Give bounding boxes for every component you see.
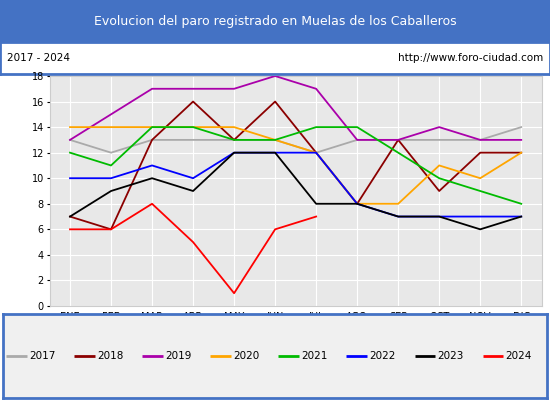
Text: 2020: 2020: [234, 351, 260, 361]
Text: 2019: 2019: [166, 351, 192, 361]
Text: 2024: 2024: [506, 351, 532, 361]
Text: 2017: 2017: [29, 351, 56, 361]
Text: 2022: 2022: [370, 351, 396, 361]
Text: http://www.foro-ciudad.com: http://www.foro-ciudad.com: [398, 53, 543, 63]
Text: 2018: 2018: [97, 351, 124, 361]
Text: 2023: 2023: [438, 351, 464, 361]
Text: 2017 - 2024: 2017 - 2024: [7, 53, 70, 63]
Text: Evolucion del paro registrado en Muelas de los Caballeros: Evolucion del paro registrado en Muelas …: [94, 14, 456, 28]
Text: 2021: 2021: [301, 351, 328, 361]
